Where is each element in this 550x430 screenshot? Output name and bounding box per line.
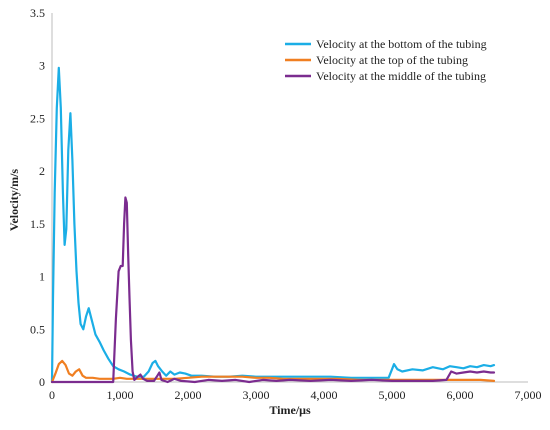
series-line-2 <box>50 359 496 384</box>
series-line-1 <box>50 66 496 384</box>
y-tick-label: 2 <box>39 164 45 178</box>
series-line-3 <box>50 196 496 384</box>
legend-label-1: Velocity at the bottom of the tubing <box>316 37 487 51</box>
y-tick-label: 0.5 <box>30 322 45 336</box>
plot-area <box>50 66 496 384</box>
x-tick-label: 0 <box>49 388 55 402</box>
legend-label-3: Velocity at the middle of the tubing <box>316 69 486 83</box>
x-tick-label: 2,000 <box>175 388 202 402</box>
legend: Velocity at the bottom of the tubing Velo… <box>285 37 487 83</box>
y-tick-label: 2.5 <box>30 111 45 125</box>
x-axis-title: Time/μs <box>269 403 311 417</box>
y-tick-label: 3.5 <box>30 6 45 20</box>
x-tick-label: 5,000 <box>379 388 406 402</box>
x-tick-labels: 0 1,000 2,000 3,000 4,000 5,000 6,000 7,000 <box>49 388 542 402</box>
x-tick-label: 1,000 <box>107 388 134 402</box>
y-axis-title: Velocity/m/s <box>7 169 21 232</box>
y-tick-label: 3 <box>39 59 45 73</box>
x-tick-label: 6,000 <box>447 388 474 402</box>
x-tick-label: 7,000 <box>515 388 542 402</box>
y-tick-label: 0 <box>39 375 45 389</box>
y-tick-labels: 0 0.5 1 1.5 2 2.5 3 3.5 <box>30 6 45 389</box>
legend-label-2: Velocity at the top of the tubing <box>316 53 468 67</box>
x-tick-label: 4,000 <box>311 388 338 402</box>
x-tick-label: 3,000 <box>243 388 270 402</box>
y-tick-label: 1.5 <box>30 217 45 231</box>
y-tick-label: 1 <box>39 270 45 284</box>
